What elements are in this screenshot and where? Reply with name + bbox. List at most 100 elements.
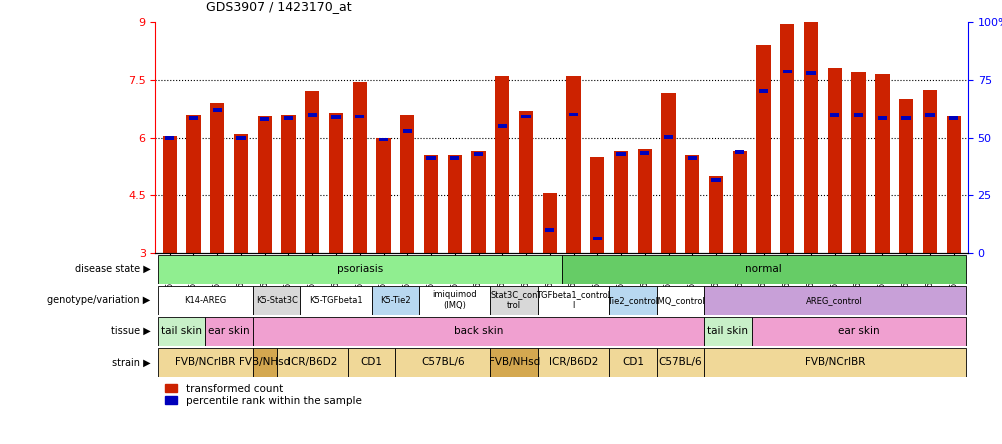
Legend: transformed count, percentile rank within the sample: transformed count, percentile rank withi… bbox=[160, 380, 366, 410]
Text: imiquimod
(IMQ): imiquimod (IMQ) bbox=[432, 290, 477, 310]
Bar bbox=[660, 93, 675, 253]
Text: ICR/B6D2: ICR/B6D2 bbox=[548, 357, 597, 367]
Bar bbox=[450, 156, 459, 159]
Bar bbox=[426, 156, 435, 159]
Bar bbox=[608, 348, 656, 377]
Bar bbox=[703, 285, 965, 315]
Text: ICR/B6D2: ICR/B6D2 bbox=[288, 357, 337, 367]
Text: CD1: CD1 bbox=[621, 357, 643, 367]
Bar bbox=[710, 178, 720, 182]
Bar bbox=[277, 348, 348, 377]
Text: K5-Stat3C: K5-Stat3C bbox=[256, 296, 298, 305]
Text: FVB/NHsd: FVB/NHsd bbox=[238, 357, 290, 367]
Text: back skin: back skin bbox=[453, 326, 503, 336]
Text: FVB/NCrIBR: FVB/NCrIBR bbox=[175, 357, 235, 367]
Bar bbox=[756, 45, 770, 253]
Bar bbox=[165, 136, 174, 140]
Bar bbox=[924, 113, 934, 117]
Bar bbox=[827, 68, 841, 253]
Bar bbox=[687, 156, 696, 159]
Text: TGFbeta1_control
l: TGFbeta1_control l bbox=[536, 290, 610, 310]
Text: normal: normal bbox=[744, 264, 782, 274]
Bar bbox=[212, 108, 221, 112]
Bar bbox=[233, 134, 247, 253]
Bar bbox=[186, 115, 200, 253]
Text: C57BL/6: C57BL/6 bbox=[421, 357, 464, 367]
Bar bbox=[684, 155, 698, 253]
Bar bbox=[300, 285, 372, 315]
Text: K5-Tie2: K5-Tie2 bbox=[380, 296, 410, 305]
Bar bbox=[521, 115, 530, 119]
Bar bbox=[804, 22, 818, 253]
Text: K5-TGFbeta1: K5-TGFbeta1 bbox=[309, 296, 363, 305]
Bar bbox=[305, 91, 319, 253]
Bar bbox=[419, 285, 490, 315]
Bar bbox=[853, 113, 863, 117]
Text: tissue ▶: tissue ▶ bbox=[110, 326, 150, 336]
Text: IMQ_control: IMQ_control bbox=[655, 296, 704, 305]
Bar bbox=[922, 90, 936, 253]
Text: K14-AREG: K14-AREG bbox=[184, 296, 226, 305]
Bar bbox=[656, 285, 703, 315]
Bar bbox=[205, 317, 253, 346]
Bar bbox=[157, 285, 253, 315]
Bar bbox=[663, 135, 672, 139]
Bar bbox=[355, 115, 364, 119]
Bar bbox=[780, 24, 794, 253]
Bar bbox=[157, 254, 561, 284]
Bar bbox=[284, 116, 293, 120]
Bar bbox=[379, 138, 388, 142]
Bar bbox=[253, 348, 277, 377]
Bar bbox=[542, 194, 556, 253]
Text: disease state ▶: disease state ▶ bbox=[74, 264, 150, 274]
Text: CD1: CD1 bbox=[361, 357, 382, 367]
Bar bbox=[589, 157, 604, 253]
Text: tail skin: tail skin bbox=[161, 326, 201, 336]
Bar bbox=[616, 152, 625, 156]
Bar bbox=[331, 115, 341, 119]
Bar bbox=[253, 285, 300, 315]
Bar bbox=[157, 317, 205, 346]
Bar bbox=[282, 115, 296, 253]
Bar bbox=[402, 129, 412, 133]
Bar bbox=[566, 76, 580, 253]
Bar bbox=[608, 285, 656, 315]
Bar bbox=[308, 113, 317, 117]
Bar bbox=[637, 149, 651, 253]
Text: genotype/variation ▶: genotype/variation ▶ bbox=[47, 295, 150, 305]
Bar bbox=[157, 348, 253, 377]
Bar bbox=[353, 82, 367, 253]
Bar bbox=[490, 285, 537, 315]
Bar bbox=[376, 138, 390, 253]
Bar bbox=[875, 74, 889, 253]
Bar bbox=[253, 317, 703, 346]
Bar bbox=[592, 237, 601, 240]
Bar bbox=[545, 228, 554, 232]
Bar bbox=[639, 151, 649, 155]
Bar bbox=[348, 348, 395, 377]
Text: Tie2_control: Tie2_control bbox=[607, 296, 658, 305]
Text: Stat3C_con
trol: Stat3C_con trol bbox=[490, 290, 537, 310]
Text: FVB/NHsd: FVB/NHsd bbox=[488, 357, 539, 367]
Bar bbox=[162, 136, 176, 253]
Bar bbox=[568, 113, 577, 116]
Bar bbox=[946, 116, 960, 253]
Bar bbox=[209, 103, 224, 253]
Bar bbox=[497, 124, 506, 128]
Bar bbox=[260, 117, 270, 121]
Bar bbox=[329, 113, 343, 253]
Bar bbox=[703, 348, 965, 377]
Bar bbox=[732, 151, 746, 253]
Bar bbox=[518, 111, 533, 253]
Bar bbox=[830, 113, 839, 117]
Bar bbox=[473, 152, 483, 156]
Text: GDS3907 / 1423170_at: GDS3907 / 1423170_at bbox=[205, 0, 351, 13]
Bar bbox=[734, 151, 743, 154]
Bar bbox=[490, 348, 537, 377]
Bar bbox=[877, 116, 886, 119]
Bar bbox=[948, 116, 957, 119]
Bar bbox=[471, 151, 485, 253]
Bar bbox=[537, 348, 608, 377]
Bar bbox=[851, 72, 865, 253]
Bar bbox=[703, 317, 750, 346]
